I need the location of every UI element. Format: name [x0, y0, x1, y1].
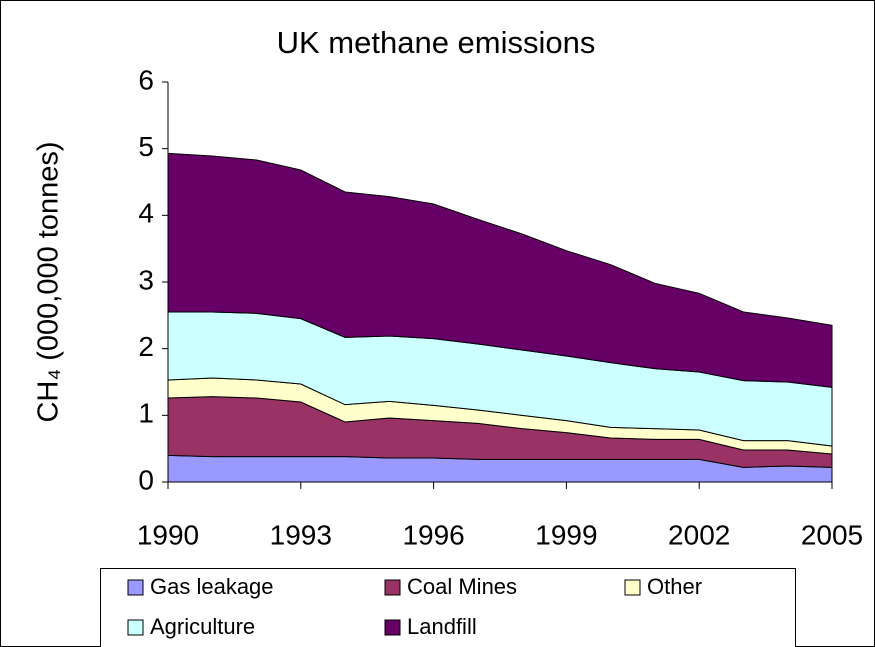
y-tick-label: 4 [138, 198, 154, 229]
legend-swatch [624, 579, 641, 596]
legend-label: Other [647, 574, 702, 599]
x-tick-label: 1996 [402, 519, 464, 550]
x-tick-label: 1999 [535, 519, 597, 550]
legend-label: Landfill [407, 614, 477, 639]
y-tick-label: 0 [138, 464, 154, 495]
y-tick-label: 5 [138, 131, 154, 162]
legend-swatch [127, 619, 144, 636]
area [167, 152, 833, 388]
y-tick-label: 1 [138, 398, 154, 429]
chart-title: UK methane emissions [277, 25, 596, 60]
y-axis-label: CH₄ (000,000 tonnes) [33, 141, 65, 422]
x-tick-label: 1990 [137, 519, 199, 550]
legend-swatch [384, 619, 401, 636]
legend-label: Gas leakage [150, 574, 274, 599]
y-tick-label: 6 [138, 64, 154, 95]
x-tick-label: 2002 [668, 519, 730, 550]
x-tick-label: 1993 [270, 519, 332, 550]
y-tick-label: 3 [138, 264, 154, 295]
legend-swatch [127, 579, 144, 596]
legend-swatch [384, 579, 401, 596]
x-tick-label: 2005 [801, 519, 863, 550]
legend-box [100, 568, 796, 647]
legend-label: Coal Mines [407, 574, 517, 599]
y-tick-label: 2 [138, 331, 154, 362]
legend-label: Agriculture [150, 614, 255, 639]
